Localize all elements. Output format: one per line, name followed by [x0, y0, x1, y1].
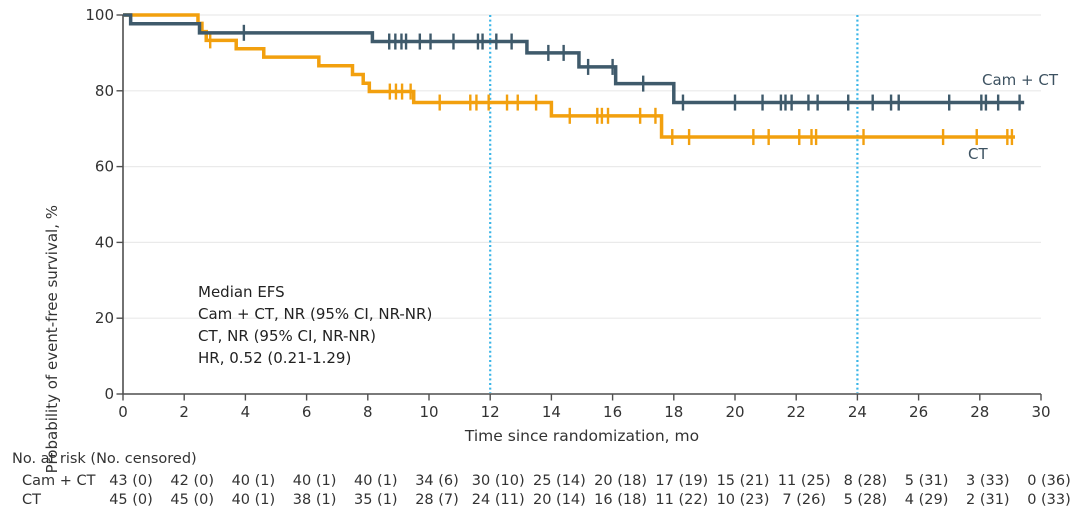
risk-row-cam-ct: Cam + CT 43 (0) 42 (0) 40 (1) 40 (1) 40 (1) 3… [0, 473, 1080, 490]
risk-cell: 10 (23) [716, 492, 770, 508]
risk-cell: 43 (0) [109, 473, 153, 489]
y-tick-label: 20 [95, 309, 114, 327]
risk-cell: 17 (19) [655, 473, 709, 489]
y-tick-label: 60 [95, 158, 114, 176]
risk-row-label-ct: CT [22, 492, 41, 508]
risk-cell: 2 (31) [965, 492, 1010, 508]
risk-cell: 11 (22) [655, 492, 709, 508]
x-tick-label: 20 [725, 403, 744, 421]
risk-cell: 40 (1) [353, 473, 398, 489]
risk-cell: 25 (14) [532, 473, 586, 489]
x-tick-label: 14 [542, 403, 561, 421]
x-axis-title: Time since randomization, mo [464, 427, 700, 445]
series-label-cam-ct: Cam + CT [982, 71, 1059, 89]
risk-cell: 8 (28) [843, 473, 888, 489]
risk-cell: 11 (25) [777, 473, 831, 489]
risk-cell: 20 (18) [594, 473, 648, 489]
risk-cell: 7 (26) [782, 492, 826, 508]
risk-cell: 40 (1) [231, 492, 276, 508]
risk-row-ct: CT 45 (0) 45 (0) 40 (1) 38 (1) 35 (1) 28 (7) 2… [0, 492, 1080, 509]
x-tick-label: 0 [118, 403, 128, 421]
x-tick-label: 28 [970, 403, 989, 421]
x-tick-label: 24 [848, 403, 867, 421]
annotation-line-cam-ct: Cam + CT, NR (95% CI, NR-NR) [198, 305, 433, 323]
x-tick-label: 2 [179, 403, 189, 421]
km-curve-camct [123, 13, 1025, 105]
risk-cell: 16 (18) [594, 492, 648, 508]
risk-cell: 20 (14) [532, 492, 586, 508]
risk-cell: 40 (1) [231, 473, 276, 489]
risk-cell: 4 (29) [904, 492, 949, 508]
series-label-ct: CT [968, 145, 988, 163]
y-tick-label: 0 [104, 385, 114, 403]
risk-cell: 28 (7) [415, 492, 459, 508]
risk-cell: 24 (11) [471, 492, 525, 508]
annotation-line-ct: CT, NR (95% CI, NR-NR) [198, 327, 376, 345]
x-tick-label: 12 [481, 403, 500, 421]
risk-cell: 34 (6) [415, 473, 459, 489]
risk-cell: 15 (21) [716, 473, 770, 489]
risk-cell: 5 (28) [843, 492, 888, 508]
risk-cell: 0 (36) [1027, 473, 1071, 489]
risk-cell: 35 (1) [353, 492, 398, 508]
annotation-line-median-efs: Median EFS [198, 283, 285, 301]
x-tick-label: 8 [363, 403, 373, 421]
risk-cell: 5 (31) [904, 473, 949, 489]
risk-cell: 45 (0) [109, 492, 153, 508]
x-tick-label: 10 [419, 403, 438, 421]
risk-cell: 45 (0) [170, 492, 214, 508]
y-tick-label: 80 [95, 82, 114, 100]
y-tick-label: 40 [95, 233, 114, 251]
risk-row-label-cam-ct: Cam + CT [22, 473, 96, 489]
x-tick-label: 26 [909, 403, 928, 421]
x-tick-label: 18 [664, 403, 683, 421]
risk-cell: 40 (1) [292, 473, 337, 489]
risk-cell: 30 (10) [471, 473, 525, 489]
x-tick-label: 16 [603, 403, 622, 421]
risk-cell: 42 (0) [170, 473, 214, 489]
median-efs-annotation: Median EFS Cam + CT, NR (95% CI, NR-NR) … [198, 281, 432, 369]
risk-cell: 38 (1) [292, 492, 337, 508]
x-tick-label: 22 [787, 403, 806, 421]
risk-cell: 3 (33) [965, 473, 1010, 489]
x-tick-label: 30 [1031, 403, 1050, 421]
x-tick-label: 6 [302, 403, 312, 421]
y-tick-label: 100 [85, 6, 114, 24]
x-tick-label: 4 [241, 403, 251, 421]
risk-cell: 0 (33) [1027, 492, 1071, 508]
annotation-line-hr: HR, 0.52 (0.21-1.29) [198, 349, 352, 367]
risk-table-header: No. at risk (No. censored) [12, 451, 197, 467]
